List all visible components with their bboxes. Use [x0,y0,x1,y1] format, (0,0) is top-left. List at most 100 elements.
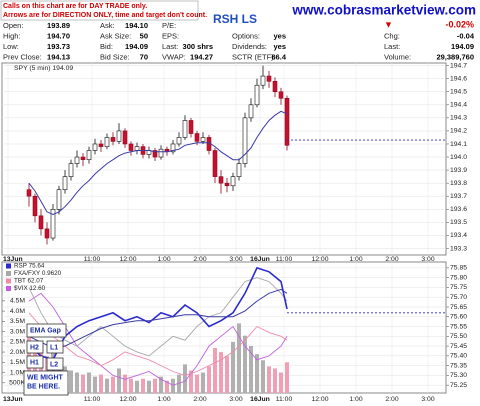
candle-body [158,148,164,158]
volume-bar [261,360,265,393]
candle-body [50,208,56,239]
x-tick-label: 3:00 [229,396,242,403]
volume-bar [279,372,283,393]
candle-body [278,91,284,99]
y-tick-label: 193.9 [450,167,467,174]
x-tick-label: 1:00 [349,256,362,263]
y-tick-label: 194.0 [450,154,467,161]
volume-bar [159,376,163,393]
legend-marker [6,278,11,284]
y-tick-label: 75.25 [450,382,467,389]
quote-value: 66.4 [271,52,286,61]
stat-value: 29,389,760 [436,52,474,61]
quote-label: Ask Size: [100,31,131,40]
x-tick-label: 12:00 [119,396,136,403]
candle-body [260,75,266,86]
legend-marker [6,286,11,291]
x-tick-label: 11:00 [276,256,293,263]
volume-bar [225,356,229,393]
y-tick-label: 193.6 [450,206,467,213]
quote-label: Last: [162,42,178,51]
annotation-box [23,370,69,396]
candle-body [26,189,32,197]
y-tick-label: 75.55 [450,323,467,330]
x-tick-label: 1:00 [157,256,170,263]
vol-tick-label: 3.5M [10,318,25,325]
x-tick-label: 16Jun [250,396,270,403]
candle-body [92,143,98,151]
candle-body [188,120,194,134]
quote-value: 194.10 [125,21,148,30]
candle-body [272,80,278,93]
volume-bar [255,354,259,393]
y-tick-label: 75.40 [450,353,467,360]
stat-label: Last: [384,42,400,51]
quote-label: Options: [232,31,260,40]
legend-label: RSP 75.64 [14,263,45,270]
quote-label: Low: [3,42,19,51]
x-tick-label: 12:00 [311,396,328,403]
candle-body [266,75,272,82]
volume-bar [123,374,127,393]
candle-body [44,228,50,239]
site-url: www.cobrasmarketview.com [291,3,476,18]
legend-marker [6,263,11,269]
candle-body [248,104,254,119]
volume-bar [153,378,157,393]
quote-label: P/E: [162,21,176,30]
stat-label: Chg: [384,31,400,40]
change-arrow: ▼ [384,19,393,29]
moving-average [28,110,288,216]
quote-value: 70 [140,52,148,61]
x-tick-label: 2:00 [385,256,398,263]
y-tick-label: 75.50 [450,333,467,340]
notice-line: Arrows are for DIRECTION ONLY, time and … [3,12,207,19]
volume-bar [231,341,235,393]
quote-value: 194.70 [47,31,70,40]
candle-body [104,137,110,147]
volume-bar [81,374,85,393]
volume-bar [195,374,199,393]
candle-body [122,130,128,145]
quote-value: 194.27 [190,52,213,61]
candle-body [98,143,104,147]
moving-average [28,288,288,349]
plot-frame [1,261,447,394]
volume-bar [129,378,133,393]
stat-label: Volume: [384,52,411,61]
y-tick-label: 75.60 [450,314,467,321]
series-line [28,277,288,357]
candle-body [32,195,38,217]
annotation-box [26,323,67,338]
candle-body [62,176,68,190]
stat-value: 194.09 [451,42,474,51]
volume-bar [183,364,187,393]
vol-tick-label: 2.0M [10,349,25,356]
volume-bar [75,372,79,393]
volume-bar [243,335,247,393]
vol-tick-label: 1.0M [10,369,25,376]
annotation-text: L1 [50,344,58,351]
x-tick-label: 13Jun [3,256,23,263]
annotation-text: BE HERE. [27,383,60,390]
candle-body [152,150,158,158]
y-tick-label: 194.4 [450,102,467,109]
y-tick-label: 75.75 [450,284,467,291]
volume-bar [201,372,205,393]
volume-bar [177,374,181,393]
quote-value: 193.73 [47,42,70,51]
vol-tick-label: 1.5M [10,359,25,366]
volume-bar [207,366,211,393]
notice-line: Calls on this chart are for DAY TRADE on… [3,3,147,10]
candle-body [74,156,80,164]
volume-bar [249,345,253,393]
y-tick-label: 75.70 [450,294,467,301]
quote-label: High: [3,31,21,40]
quote-label: Bid Size: [100,52,130,61]
candle-body [68,163,74,177]
volume-bar [105,378,109,393]
annotation-text: EMA Gap [30,327,61,334]
candle-body [200,137,206,142]
y-tick-label: 75.65 [450,304,467,311]
